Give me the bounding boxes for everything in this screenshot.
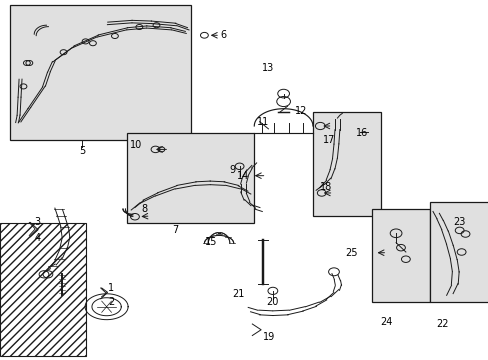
Bar [10,5,190,140]
Bar [0,223,85,356]
Text: 23: 23 [452,217,465,227]
Text: 21: 21 [232,289,244,300]
Text: 15: 15 [204,237,217,247]
Text: 2: 2 [108,297,114,307]
Text: 6: 6 [220,30,225,40]
Bar [312,112,381,216]
Text: 9: 9 [229,165,235,175]
Text: 22: 22 [435,319,447,329]
Text: 25: 25 [344,248,357,258]
Text: 16: 16 [355,128,367,138]
Text: 18: 18 [319,182,331,192]
Text: 7: 7 [172,225,178,235]
Bar [429,202,488,302]
Text: 20: 20 [266,297,279,307]
Text: 19: 19 [262,332,275,342]
Text: 4: 4 [34,233,40,243]
Text: 3: 3 [34,217,40,228]
Text: 1: 1 [108,283,114,293]
Text: 8: 8 [142,204,147,214]
Text: 10: 10 [129,140,142,150]
Bar [371,209,429,302]
Text: 12: 12 [294,106,307,116]
Text: 14: 14 [237,171,249,181]
Text: 24: 24 [379,317,392,327]
Bar [127,133,254,223]
Text: 5: 5 [79,146,85,156]
Text: 11: 11 [256,117,269,127]
Text: 17: 17 [323,135,335,145]
Text: 13: 13 [261,63,274,73]
